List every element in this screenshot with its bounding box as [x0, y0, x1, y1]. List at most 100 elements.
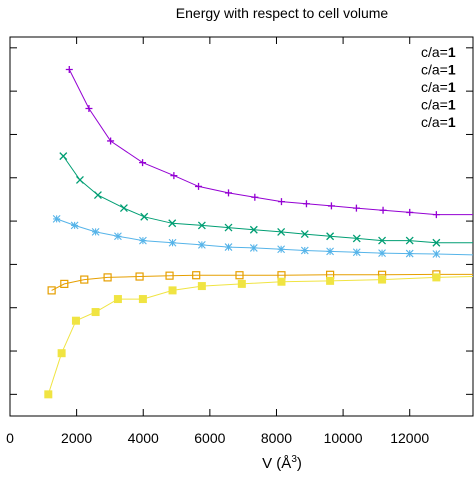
data-point: [327, 202, 335, 210]
legend-entry-label: c/a=: [421, 44, 448, 60]
data-point: [277, 198, 285, 206]
series-line: [68, 69, 473, 216]
data-point: [140, 212, 149, 221]
data-point: [65, 65, 73, 73]
data-point: [59, 152, 68, 161]
data-point: [119, 204, 128, 213]
legend-entry-label: c/a=: [421, 62, 448, 78]
data-point: [197, 282, 206, 291]
data-point: [406, 208, 414, 216]
data-point: [197, 221, 206, 230]
data-point: [70, 221, 79, 230]
series-3: [52, 215, 474, 258]
data-point: [60, 279, 69, 288]
data-point: [237, 279, 246, 288]
data-point: [224, 243, 233, 251]
data-point: [432, 211, 440, 219]
data-point: [405, 236, 414, 245]
data-point: [52, 215, 61, 223]
data-point: [138, 295, 147, 304]
y-axis-ticks: [10, 47, 473, 395]
x-tick-label: 2000: [61, 430, 92, 446]
legend-entry-value: 1: [448, 114, 456, 130]
data-point: [91, 228, 100, 236]
data-point: [300, 230, 309, 239]
data-point: [352, 234, 361, 243]
x-axis-label: V (Å3): [262, 454, 302, 472]
legend: c/a=1c/a=1c/a=1c/a=1c/a=1: [421, 44, 456, 130]
data-point: [57, 349, 66, 358]
legend-entry: c/a=1: [421, 44, 456, 60]
data-point: [277, 227, 286, 236]
series-line: [47, 276, 474, 395]
x-tick-label: 0: [6, 430, 14, 446]
legend-entry: c/a=1: [421, 97, 456, 113]
legend-entry: c/a=1: [421, 79, 456, 95]
data-point: [277, 277, 286, 286]
data-point: [225, 189, 233, 197]
data-point: [103, 273, 112, 282]
legend-entry-value: 1: [448, 44, 456, 60]
data-point: [300, 246, 309, 255]
data-point: [139, 159, 147, 167]
data-point: [379, 206, 387, 214]
data-point: [378, 275, 387, 284]
x-axis-ticks: 0 2000 4000 6000 8000 10000 12000: [6, 37, 429, 446]
data-point: [71, 316, 80, 325]
legend-entry-label: c/a=: [421, 79, 448, 95]
chart-title: Energy with respect to cell volume: [176, 5, 389, 21]
data-point: [378, 249, 386, 258]
data-point: [432, 250, 441, 258]
data-point: [249, 244, 258, 252]
series-5: [44, 273, 474, 399]
data-point: [75, 175, 84, 184]
data-point: [168, 286, 177, 295]
data-point: [352, 248, 361, 257]
x-tick-label: 6000: [194, 430, 225, 446]
x-tick-label: 10000: [324, 430, 363, 446]
series-2: [59, 152, 473, 247]
data-point: [326, 247, 334, 256]
data-point: [249, 225, 258, 234]
data-point: [114, 232, 122, 241]
data-point: [47, 286, 56, 295]
data-point: [113, 295, 122, 304]
x-axis-label-close: ): [297, 455, 302, 472]
data-point: [251, 193, 259, 201]
x-axis-label-superscript: 3: [291, 454, 297, 465]
data-point: [326, 232, 335, 241]
data-point: [107, 137, 115, 145]
data-point: [168, 219, 177, 228]
x-axis-label-main: V (Å: [262, 455, 291, 472]
data-point: [80, 275, 89, 284]
legend-entry-value: 1: [448, 62, 456, 78]
legend-entry-value: 1: [448, 79, 456, 95]
data-point: [192, 271, 201, 280]
data-point: [93, 191, 102, 200]
data-point: [326, 276, 335, 285]
series-layer: [44, 65, 474, 399]
legend-entry-label: c/a=: [421, 97, 448, 113]
data-point: [170, 172, 178, 180]
legend-entry: c/a=1: [421, 62, 456, 78]
data-point: [405, 249, 414, 258]
data-point: [195, 182, 203, 190]
legend-entry: c/a=1: [421, 114, 456, 130]
data-point: [197, 241, 206, 249]
data-point: [91, 308, 100, 317]
series-line: [51, 273, 473, 291]
data-point: [224, 223, 233, 232]
data-point: [168, 238, 177, 247]
data-point: [235, 271, 244, 280]
data-point: [165, 271, 174, 280]
data-point: [432, 273, 441, 282]
data-point: [432, 238, 441, 247]
legend-entry-label: c/a=: [421, 114, 448, 130]
legend-entry-value: 1: [448, 97, 456, 113]
x-tick-label: 8000: [261, 430, 292, 446]
data-point: [85, 104, 93, 112]
plot-frame: [9, 36, 474, 417]
data-point: [302, 200, 310, 208]
